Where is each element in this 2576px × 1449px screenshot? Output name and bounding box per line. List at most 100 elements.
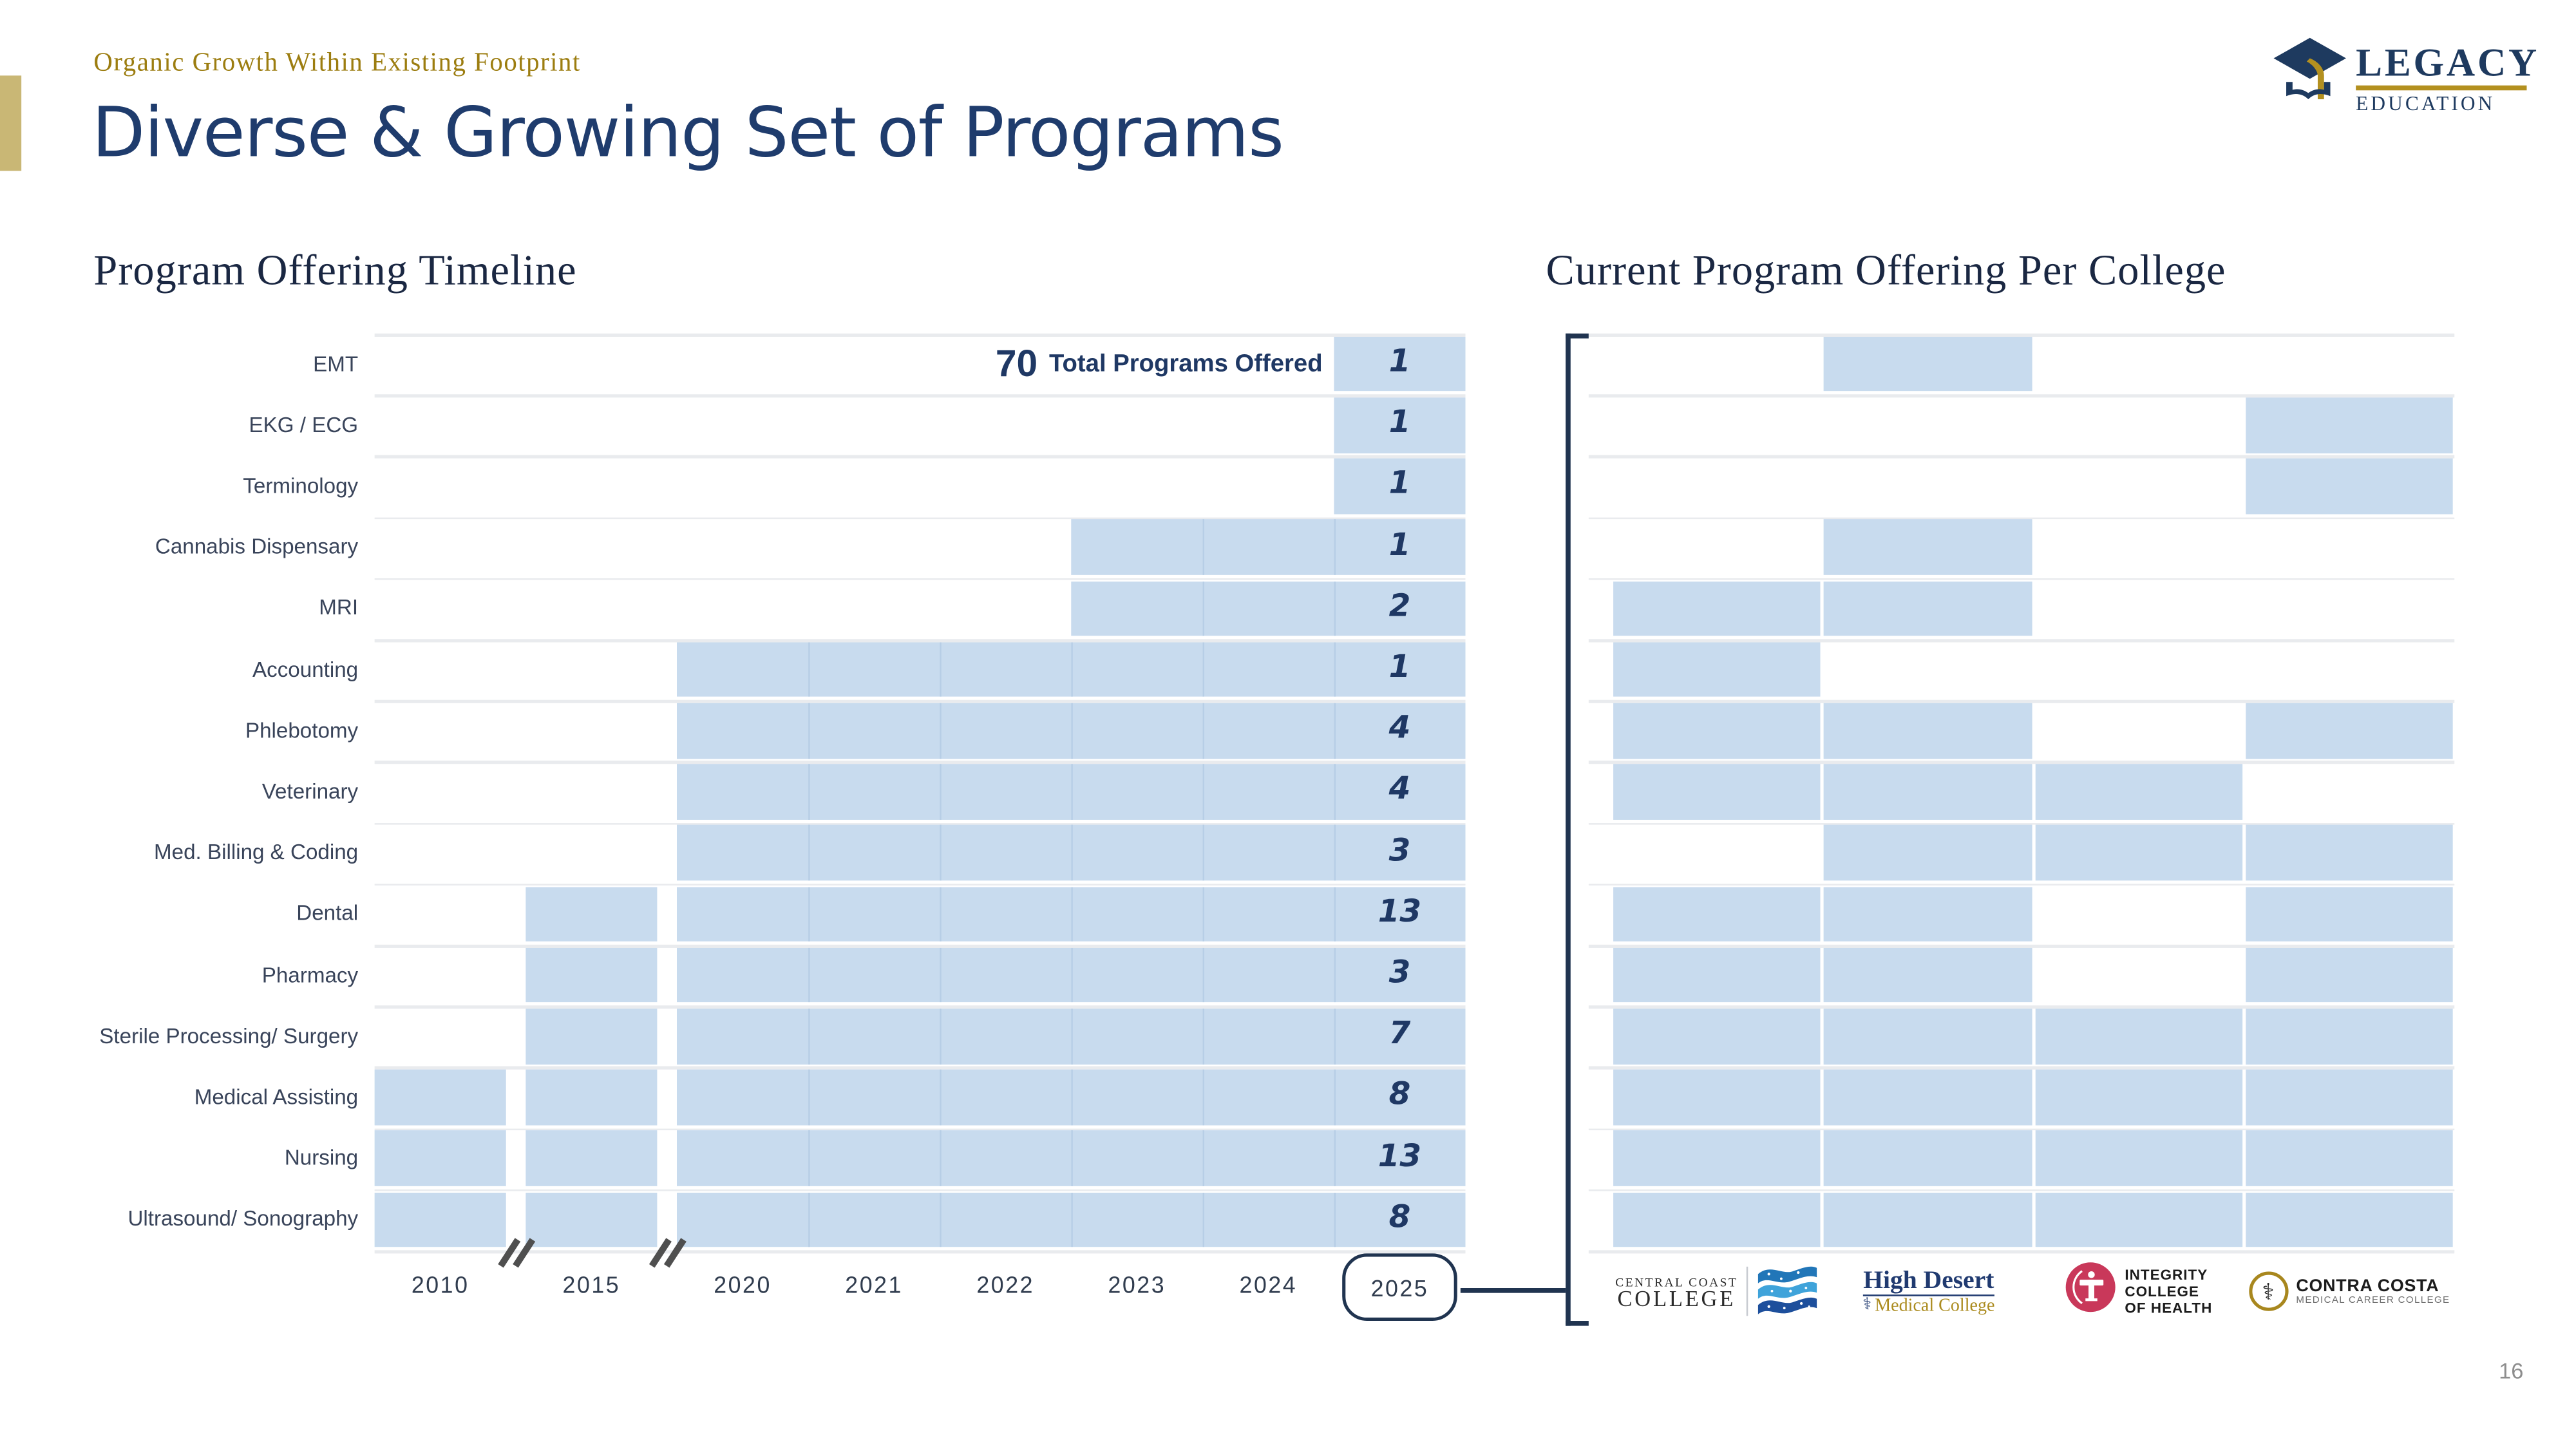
timeline-cell bbox=[526, 1070, 658, 1125]
timeline-cell bbox=[374, 1192, 506, 1247]
offering-cell bbox=[2034, 1192, 2242, 1247]
timeline-cell bbox=[1334, 1070, 1466, 1125]
timeline-row-label: Dental bbox=[296, 900, 359, 925]
timeline-row-label: Veterinary bbox=[261, 778, 359, 804]
program-count-2025: 1 bbox=[1388, 649, 1411, 685]
timeline-cell bbox=[1071, 1131, 1203, 1186]
logo-high-desert-medical-college: High Desert ⚕ Medical College bbox=[1824, 1249, 2034, 1334]
timeline-cell bbox=[1071, 641, 1203, 697]
offering-cell bbox=[2245, 459, 2453, 514]
contra-costa-line2: MEDICAL CAREER COLLEGE bbox=[2296, 1295, 2450, 1305]
offering-cell bbox=[2245, 1192, 2453, 1247]
offering-cell bbox=[2245, 886, 2453, 942]
timeline-row-label: Ultrasound/ Sonography bbox=[128, 1206, 359, 1231]
timeline-cell bbox=[1334, 886, 1466, 942]
brand-word-bottom: EDUCATION bbox=[2356, 91, 2496, 115]
timeline-cell bbox=[677, 1131, 809, 1186]
program-count-2025: 4 bbox=[1388, 771, 1411, 808]
offering-cell bbox=[1613, 947, 1821, 1003]
brand-word-top: LEGACY bbox=[2356, 43, 2540, 86]
timeline-cell bbox=[808, 1070, 940, 1125]
high-desert-line1: High Desert bbox=[1863, 1267, 1994, 1296]
timeline-cell bbox=[1334, 581, 1466, 636]
high-desert-wordmark: High Desert ⚕ Medical College bbox=[1862, 1267, 1994, 1315]
timeline-cell bbox=[1334, 336, 1466, 392]
timeline-cell bbox=[1334, 703, 1466, 759]
central-coast-line1: CENTRAL COAST bbox=[1615, 1274, 1738, 1289]
timeline-cell bbox=[1071, 825, 1203, 881]
timeline-cell bbox=[677, 947, 809, 1003]
timeline-cell bbox=[1071, 886, 1203, 942]
offering-cell bbox=[1824, 947, 2032, 1003]
timeline-cell bbox=[1202, 1009, 1334, 1065]
timeline-cell bbox=[1334, 947, 1466, 1003]
timeline-cell bbox=[808, 1192, 940, 1247]
college-gridline bbox=[1588, 516, 2455, 520]
college-gridline bbox=[1588, 394, 2455, 397]
per-college-chart-heading: Current Program Offering Per College bbox=[1546, 246, 2226, 294]
offering-cell bbox=[1613, 1009, 1821, 1065]
timeline-cell bbox=[808, 703, 940, 759]
timeline-cell bbox=[940, 1070, 1072, 1125]
timeline-cell bbox=[1334, 1009, 1466, 1065]
timeline-cell bbox=[1202, 947, 1334, 1003]
total-programs-label: Total Programs Offered bbox=[1049, 350, 1323, 378]
timeline-gridline bbox=[374, 944, 1466, 947]
offering-cell bbox=[1824, 1192, 2032, 1247]
timeline-cell bbox=[1071, 1009, 1203, 1065]
college-gridline bbox=[1588, 1250, 2455, 1253]
college-gridline bbox=[1588, 883, 2455, 886]
program-count-2025: 4 bbox=[1388, 710, 1411, 746]
axis-year-label: 2023 bbox=[1108, 1271, 1166, 1298]
timeline-cell bbox=[940, 1009, 1072, 1065]
offering-cell bbox=[1613, 1131, 1821, 1186]
timeline-row-label: EKG / ECG bbox=[249, 412, 359, 437]
timeline-cell bbox=[677, 1192, 809, 1247]
offering-cell bbox=[1824, 886, 2032, 942]
timeline-cell bbox=[677, 825, 809, 881]
timeline-row-label: Pharmacy bbox=[261, 961, 359, 987]
program-count-2025: 13 bbox=[1378, 893, 1422, 930]
offering-cell bbox=[2245, 397, 2453, 453]
caduceus-icon: ⚕ bbox=[1862, 1296, 1872, 1314]
timeline-gridline bbox=[374, 333, 1466, 336]
offering-cell bbox=[2245, 947, 2453, 1003]
program-count-2025: 1 bbox=[1388, 465, 1411, 502]
offering-cell bbox=[2245, 1131, 2453, 1186]
program-count-2025: 13 bbox=[1378, 1137, 1422, 1174]
timeline-cell bbox=[808, 1009, 940, 1065]
waves-icon bbox=[1756, 1261, 1818, 1321]
page-number: 16 bbox=[2499, 1358, 2524, 1383]
axis-year-label: 2020 bbox=[714, 1271, 772, 1298]
slide-kicker: Organic Growth Within Existing Footprint bbox=[93, 49, 581, 77]
offering-cell bbox=[2034, 1070, 2242, 1125]
timeline-row-label: Medical Assisting bbox=[194, 1084, 359, 1109]
timeline-cell bbox=[1071, 581, 1203, 636]
total-programs-value: 70 bbox=[995, 341, 1038, 384]
central-coast-wordmark: CENTRAL COAST COLLEGE bbox=[1615, 1274, 1738, 1309]
program-count-2025: 8 bbox=[1388, 1076, 1411, 1113]
timeline-cell bbox=[808, 764, 940, 820]
timeline-cell bbox=[940, 947, 1072, 1003]
college-gridline bbox=[1588, 1066, 2455, 1070]
timeline-cell bbox=[526, 947, 658, 1003]
timeline-cell bbox=[1202, 764, 1334, 820]
offering-cell bbox=[1824, 825, 2032, 881]
college-gridline bbox=[1588, 639, 2455, 642]
timeline-row-label: Med. Billing & Coding bbox=[154, 839, 359, 865]
timeline-cell bbox=[374, 1131, 506, 1186]
contra-costa-wordmark: CONTRA COSTA MEDICAL CAREER COLLEGE bbox=[2296, 1275, 2450, 1305]
timeline-cell bbox=[1334, 520, 1466, 575]
timeline-cell bbox=[1202, 1131, 1334, 1186]
logo-integrity-college-of-health: INTEGRITY COLLEGE OF HEALTH bbox=[2034, 1249, 2244, 1334]
contra-costa-line1: CONTRA COSTA bbox=[2296, 1275, 2439, 1296]
timeline-gridline bbox=[374, 883, 1466, 886]
offering-cell bbox=[2034, 764, 2242, 820]
timeline-gridline bbox=[374, 394, 1466, 397]
timeline-cell bbox=[1071, 1070, 1203, 1125]
timeline-chart-heading: Program Offering Timeline bbox=[93, 246, 577, 294]
offering-cell bbox=[1613, 886, 1821, 942]
program-count-2025: 7 bbox=[1388, 1016, 1411, 1052]
college-gridline bbox=[1588, 333, 2455, 336]
